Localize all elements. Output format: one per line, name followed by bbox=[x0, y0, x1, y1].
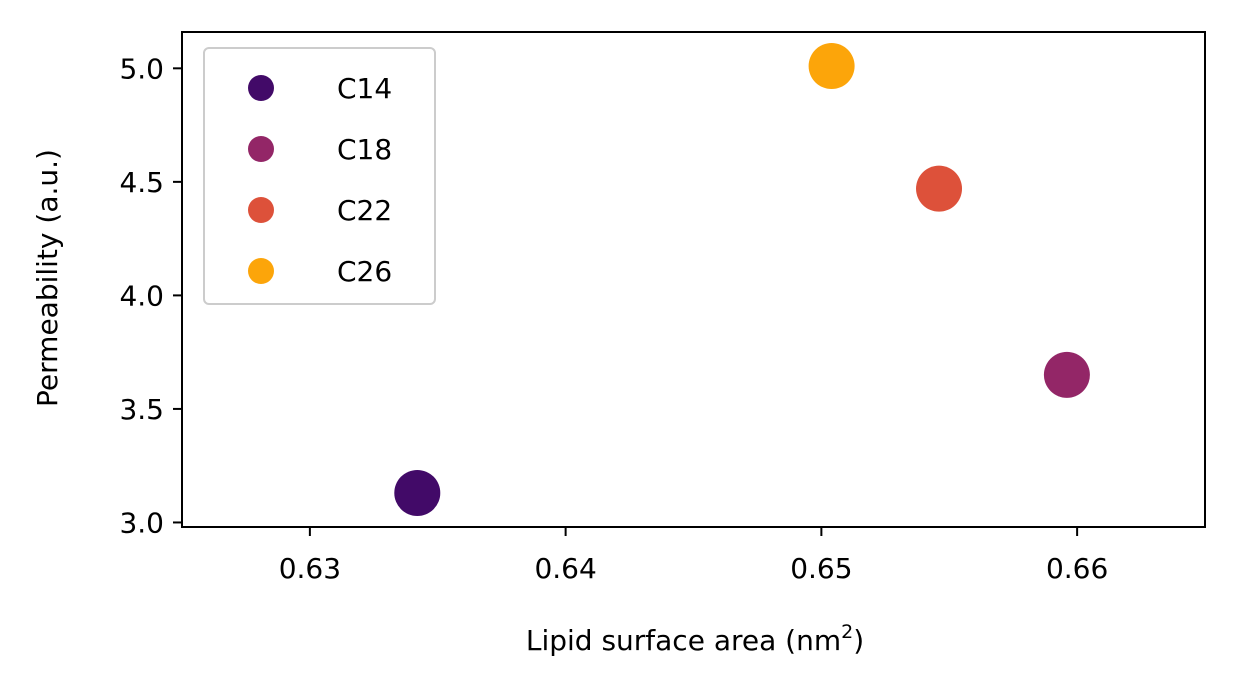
y-tick-label: 4.0 bbox=[119, 279, 164, 312]
data-point-c18 bbox=[1043, 351, 1090, 398]
data-point-c14 bbox=[394, 469, 441, 516]
y-tick-label: 3.5 bbox=[119, 393, 164, 426]
data-point-c22 bbox=[916, 165, 963, 212]
y-tick-label: 5.0 bbox=[119, 52, 164, 85]
x-tick-label: 0.65 bbox=[790, 552, 852, 585]
legend-marker-c22 bbox=[248, 197, 274, 223]
legend-label-c22: C22 bbox=[337, 194, 392, 227]
y-tick-label: 3.0 bbox=[119, 506, 164, 539]
data-points bbox=[394, 43, 1090, 516]
x-axis-label-superscript: 2 bbox=[841, 621, 853, 643]
y-axis-ticks: 3.0 3.5 4.0 4.5 5.0 bbox=[119, 52, 182, 539]
x-axis-label-main: Lipid surface area (nm bbox=[526, 624, 841, 657]
y-axis-label: Permeability (a.u.) bbox=[31, 149, 64, 407]
legend: C14 C18 C22 C26 bbox=[203, 47, 436, 305]
x-tick-label: 0.63 bbox=[279, 552, 341, 585]
legend-label-c26: C26 bbox=[337, 255, 392, 288]
x-axis-label: Lipid surface area (nm2) bbox=[526, 621, 864, 657]
legend-box bbox=[203, 47, 436, 305]
x-tick-label: 0.66 bbox=[1046, 552, 1108, 585]
legend-marker-c26 bbox=[248, 258, 274, 284]
x-axis-label-suffix: ) bbox=[853, 624, 864, 657]
legend-label-c18: C18 bbox=[337, 133, 392, 166]
legend-items: C14 C18 C22 C26 bbox=[248, 72, 392, 288]
data-point-c26 bbox=[808, 43, 855, 90]
legend-marker-c18 bbox=[248, 136, 274, 162]
legend-label-c14: C14 bbox=[337, 72, 392, 105]
x-axis-ticks: 0.63 0.64 0.65 0.66 bbox=[279, 527, 1108, 585]
x-tick-label: 0.64 bbox=[534, 552, 596, 585]
y-tick-label: 4.5 bbox=[119, 166, 164, 199]
plot-frame bbox=[181, 31, 1206, 528]
legend-marker-c14 bbox=[248, 75, 274, 101]
